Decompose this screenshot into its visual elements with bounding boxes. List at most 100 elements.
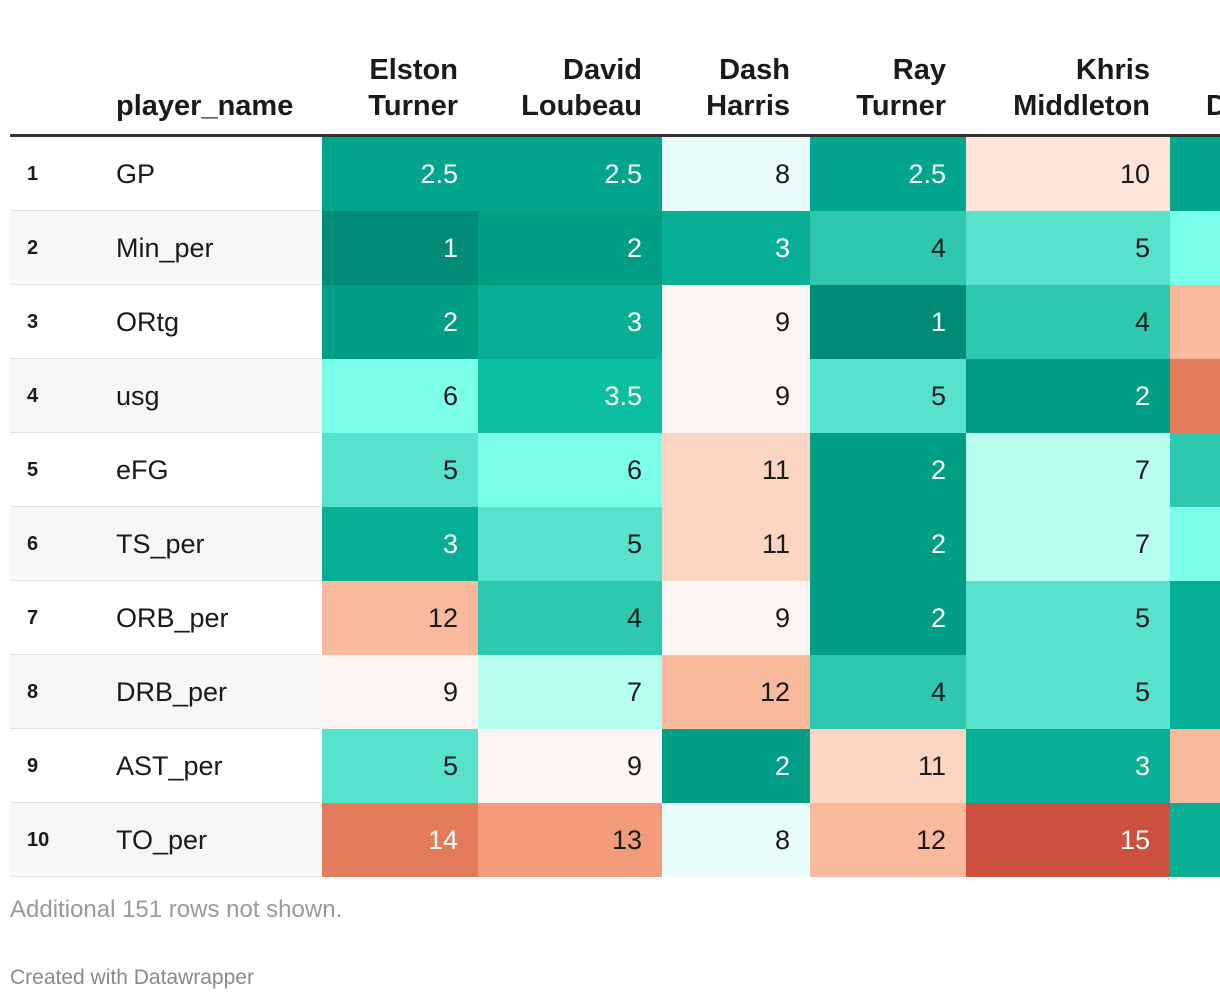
column-header-label: player_name	[116, 90, 294, 122]
column-header-player-name[interactable]: player_name	[116, 44, 293, 124]
table-row: 9 AST_per 5 9 2 11 3	[10, 729, 1220, 803]
column-header-label: Elston Turner	[368, 54, 458, 122]
heatmap-cell: 9	[662, 581, 810, 655]
data-table: player_name Elston Turner David Loubeau Das…	[10, 0, 1220, 880]
row-divider	[10, 358, 320, 359]
row-divider	[10, 210, 320, 211]
heatmap-cell: 5	[322, 433, 478, 507]
heatmap-cell: 12	[810, 803, 966, 877]
heatmap-cell: 4	[810, 211, 966, 285]
column-header-player[interactable]: Ray Turner	[810, 44, 946, 124]
heatmap-cell: 5	[810, 359, 966, 433]
row-divider	[10, 432, 320, 433]
column-header-player[interactable]: I D	[1170, 44, 1220, 124]
heatmap-cell: 5	[966, 655, 1170, 729]
heatmap-cell: 3	[478, 285, 662, 359]
heatmap-cell: 1	[322, 211, 478, 285]
row-index: 8	[27, 680, 39, 703]
heatmap-cell: 9	[478, 729, 662, 803]
column-header-player[interactable]: David Loubeau	[478, 44, 642, 124]
column-header-player[interactable]: Elston Turner	[322, 44, 458, 124]
column-header-label: I D	[1206, 54, 1220, 122]
row-divider	[10, 580, 320, 581]
heatmap-cell: 2	[478, 211, 662, 285]
row-index: 2	[27, 236, 39, 259]
heatmap-cell	[1170, 581, 1220, 655]
heatmap-cell: 4	[966, 285, 1170, 359]
table-row: 10 TO_per 14 13 8 12 15	[10, 803, 1220, 877]
row-index: 7	[27, 606, 39, 629]
footer-note: Additional 151 rows not shown.	[10, 896, 343, 923]
row-index: 4	[27, 384, 39, 407]
heatmap-cell: 7	[966, 507, 1170, 581]
heatmap-cell: 13	[478, 803, 662, 877]
heatmap-cell: 11	[662, 433, 810, 507]
table-row: 8 DRB_per 9 7 12 4 5	[10, 655, 1220, 729]
heatmap-cell	[1170, 211, 1220, 285]
heatmap-cell: 8	[662, 803, 810, 877]
table-row: 6 TS_per 3 5 11 2 7	[10, 507, 1220, 581]
row-index: 3	[27, 310, 39, 333]
table-row: 3 ORtg 2 3 9 1 4	[10, 285, 1220, 359]
heatmap-cell: 3.5	[478, 359, 662, 433]
heatmap-cell: 2	[966, 359, 1170, 433]
row-divider	[10, 284, 320, 285]
heatmap-cell: 5	[966, 581, 1170, 655]
row-divider	[10, 506, 320, 507]
row-index: 6	[27, 532, 39, 555]
credit-link[interactable]: Created with Datawrapper	[10, 966, 254, 989]
row-stat-name: AST_per	[116, 750, 223, 781]
row-stat-name: GP	[116, 158, 156, 189]
row-index: 10	[27, 828, 50, 851]
row-stat-name: ORB_per	[116, 602, 229, 633]
heatmap-cell	[1170, 433, 1220, 507]
heatmap-cell: 6	[322, 359, 478, 433]
heatmap-cell: 11	[810, 729, 966, 803]
heatmap-cell	[1170, 507, 1220, 581]
row-stat-name: eFG	[116, 454, 169, 485]
heatmap-cell: 7	[478, 655, 662, 729]
table-row: 1 GP 2.5 2.5 8 2.5 10	[10, 137, 1220, 211]
heatmap-cell: 15	[966, 803, 1170, 877]
heatmap-cell: 2.5	[478, 137, 662, 211]
row-stat-name: usg	[116, 380, 160, 411]
row-index: 5	[27, 458, 39, 481]
row-divider	[10, 654, 320, 655]
heatmap-cell	[1170, 803, 1220, 877]
row-stat-name: TS_per	[116, 528, 205, 559]
heatmap-cell: 3	[662, 211, 810, 285]
heatmap-cell: 5	[478, 507, 662, 581]
column-header-player[interactable]: Khris Middleton	[966, 44, 1150, 124]
table-row: 4 usg 6 3.5 9 5 2	[10, 359, 1220, 433]
heatmap-cell: 4	[478, 581, 662, 655]
table-row: 2 Min_per 1 2 3 4 5	[10, 211, 1220, 285]
heatmap-cell	[1170, 137, 1220, 211]
heatmap-cell	[1170, 655, 1220, 729]
row-stat-name: ORtg	[116, 306, 180, 337]
column-header-label: Ray Turner	[856, 54, 946, 122]
table-row: 7 ORB_per 12 4 9 2 5	[10, 581, 1220, 655]
row-index: 1	[27, 162, 39, 185]
heatmap-cell: 5	[322, 729, 478, 803]
heatmap-cell: 3	[966, 729, 1170, 803]
heatmap-cell: 6	[478, 433, 662, 507]
heatmap-cell: 8	[662, 137, 810, 211]
heatmap-cell: 4	[810, 655, 966, 729]
heatmap-cell: 9	[662, 285, 810, 359]
heatmap-cell: 7	[966, 433, 1170, 507]
heatmap-cell: 11	[662, 507, 810, 581]
row-stat-name: Min_per	[116, 232, 214, 263]
heatmap-cell: 9	[662, 359, 810, 433]
heatmap-cell: 2	[810, 433, 966, 507]
heatmap-cell: 10	[966, 137, 1170, 211]
heatmap-cell: 5	[966, 211, 1170, 285]
column-header-label: Dash Harris	[706, 54, 790, 122]
heatmap-cell	[1170, 359, 1220, 433]
row-index: 9	[27, 754, 39, 777]
heatmap-cell: 2.5	[810, 137, 966, 211]
heatmap-cell: 2.5	[322, 137, 478, 211]
heatmap-cell: 9	[322, 655, 478, 729]
row-divider	[10, 802, 320, 803]
heatmap-cell: 12	[322, 581, 478, 655]
column-header-player[interactable]: Dash Harris	[662, 44, 790, 124]
